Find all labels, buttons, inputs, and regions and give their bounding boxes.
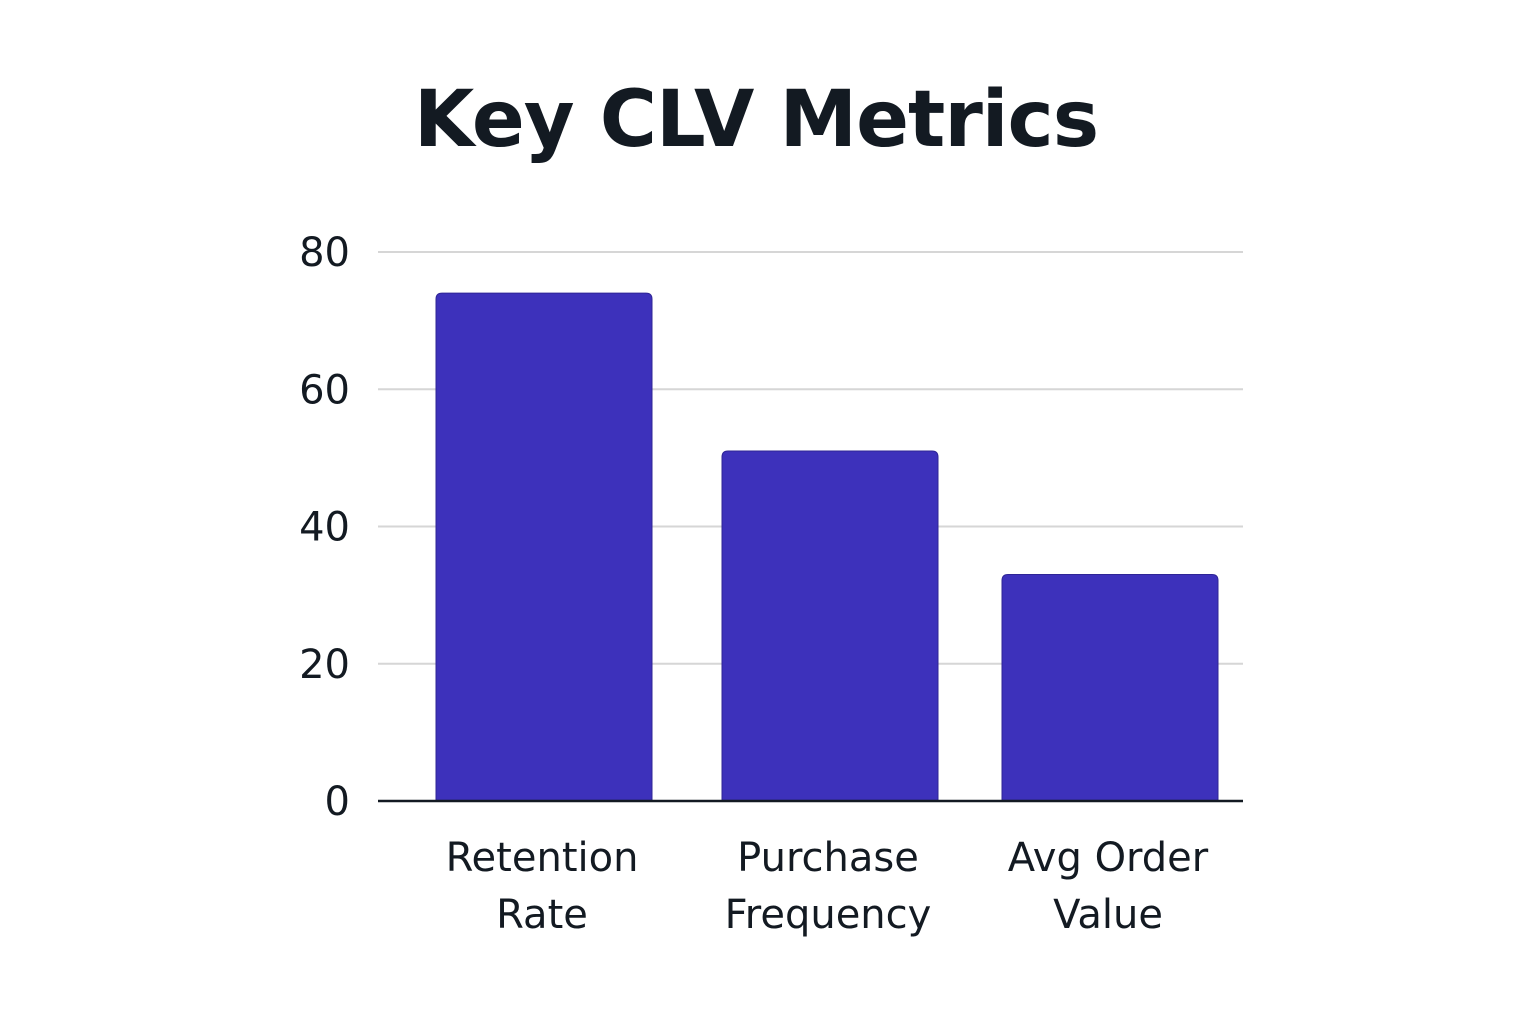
y-tick-label: 20 <box>299 642 350 688</box>
bars <box>435 292 1219 802</box>
bar <box>435 292 653 802</box>
y-axis-ticks: 0 20 40 60 80 <box>299 230 350 825</box>
chart-title: Key CLV Metrics <box>413 75 1099 165</box>
x-axis-labels: Retention Rate Purchase Frequency Avg Order V… <box>446 835 1209 938</box>
bar <box>1001 574 1219 802</box>
y-tick-label: 40 <box>299 505 350 551</box>
x-tick-label: Avg Order <box>1008 835 1209 881</box>
y-tick-label: 0 <box>325 779 350 825</box>
x-tick-label: Purchase <box>737 835 919 881</box>
x-tick-label: Retention <box>446 835 639 881</box>
y-tick-label: 60 <box>299 367 350 413</box>
bar <box>721 450 939 802</box>
x-tick-label: Frequency <box>725 892 932 938</box>
x-tick-label: Value <box>1053 892 1163 938</box>
y-tick-label: 80 <box>299 230 350 276</box>
x-tick-label: Rate <box>496 892 588 938</box>
